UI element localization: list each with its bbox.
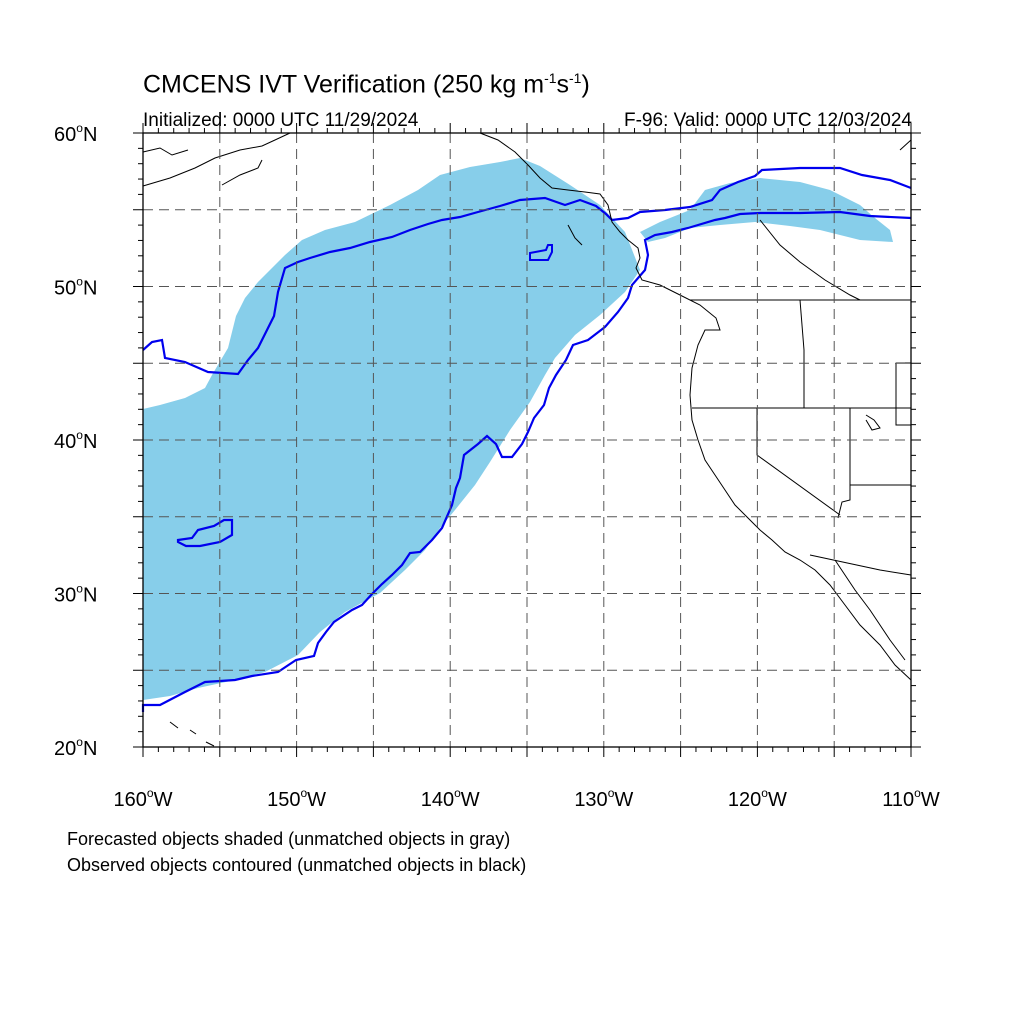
legend-forecast: Forecasted objects shaded (unmatched obj… [67,829,511,849]
observed-ivt-contour-island [529,244,553,261]
chart-title: CMCENS IVT Verification (250 kg m-1s-1) [143,70,590,99]
observed-ivt-contour-small [176,518,234,548]
lon-label: 130oW [574,786,633,811]
legend-observed: Observed objects contoured (unmatched ob… [67,855,527,875]
observed-ivt-contour [141,210,912,712]
lon-label: 160oW [114,786,173,811]
lon-label: 110oW [882,786,940,811]
lon-label: 120oW [728,786,787,811]
valid-time: F-96: Valid: 0000 UTC 12/03/2024 [624,110,912,131]
lat-label: 60oN [54,121,97,146]
forecast-ivt-object [143,158,640,700]
lat-label: 40oN [54,428,97,453]
lat-label: 30oN [54,582,97,607]
lat-label: 50oN [54,275,97,300]
initialized-time: Initialized: 0000 UTC 11/29/2024 [143,110,419,131]
observed-ivt-contour-upper [142,166,912,376]
lon-label: 140oW [421,786,480,811]
legend: Forecasted objects shaded (unmatched obj… [67,826,526,878]
forecast-ivt-object-east [640,178,893,242]
lat-label: 20oN [54,735,97,760]
lon-label: 150oW [267,786,326,811]
